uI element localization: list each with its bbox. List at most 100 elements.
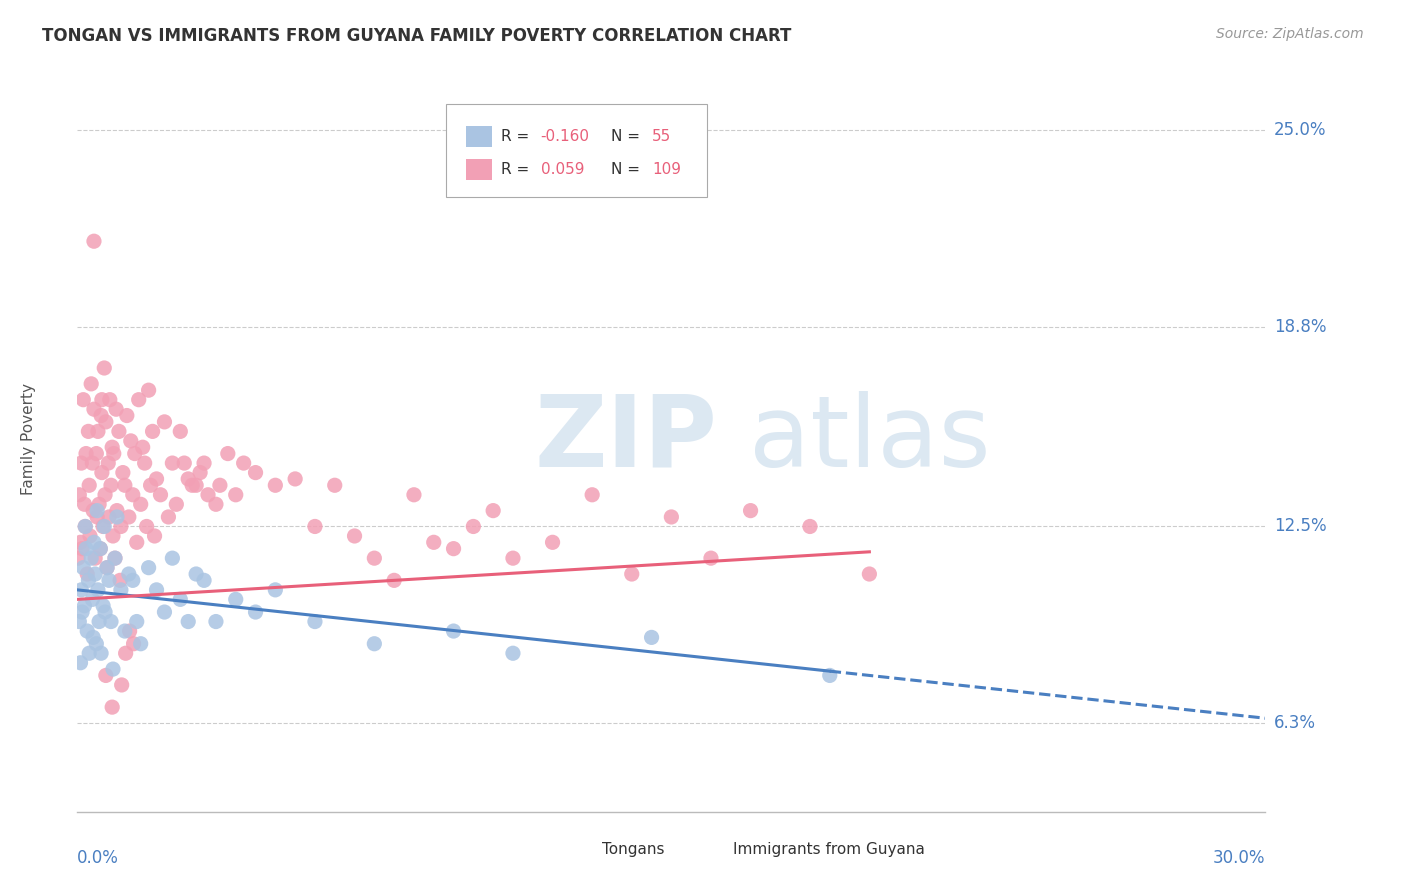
Point xyxy=(118,510,141,524)
Point xyxy=(382,574,405,588)
Point xyxy=(162,456,184,470)
Point xyxy=(245,605,267,619)
Point xyxy=(169,592,191,607)
Point xyxy=(129,637,152,651)
Point xyxy=(858,567,880,582)
Point xyxy=(79,529,101,543)
Point xyxy=(82,456,104,470)
Point xyxy=(93,361,115,376)
Point xyxy=(89,541,111,556)
Point xyxy=(363,551,385,566)
Point xyxy=(188,466,211,480)
Point xyxy=(145,472,167,486)
Point xyxy=(76,624,98,638)
Point xyxy=(581,488,603,502)
Point xyxy=(67,551,90,566)
Point xyxy=(93,519,115,533)
Point xyxy=(67,615,90,629)
Point xyxy=(69,535,91,549)
Point xyxy=(87,582,110,597)
Point xyxy=(122,637,145,651)
Point xyxy=(128,392,150,407)
Point xyxy=(86,510,108,524)
Point xyxy=(90,646,112,660)
Point xyxy=(145,582,167,597)
Point xyxy=(149,488,172,502)
Point xyxy=(80,551,103,566)
Text: TONGAN VS IMMIGRANTS FROM GUYANA FAMILY POVERTY CORRELATION CHART: TONGAN VS IMMIGRANTS FROM GUYANA FAMILY … xyxy=(42,27,792,45)
Point xyxy=(304,519,326,533)
Point xyxy=(114,478,136,492)
Point xyxy=(67,488,90,502)
FancyBboxPatch shape xyxy=(465,126,492,146)
Point xyxy=(193,456,215,470)
Point xyxy=(94,668,117,682)
Point xyxy=(541,535,564,549)
Point xyxy=(98,392,121,407)
Point xyxy=(143,529,166,543)
Point xyxy=(98,574,121,588)
FancyBboxPatch shape xyxy=(702,839,727,860)
Point xyxy=(75,446,97,460)
Point xyxy=(121,488,143,502)
Point xyxy=(142,425,165,439)
Point xyxy=(620,567,643,582)
Point xyxy=(799,519,821,533)
Point xyxy=(94,488,117,502)
Point xyxy=(157,510,180,524)
Point xyxy=(105,503,128,517)
Text: 25.0%: 25.0% xyxy=(1274,121,1326,139)
Point xyxy=(181,478,204,492)
Point xyxy=(76,567,98,582)
Point xyxy=(121,574,143,588)
Point xyxy=(108,574,131,588)
Point xyxy=(72,560,94,574)
Point xyxy=(402,488,425,502)
Point xyxy=(120,434,142,448)
Point xyxy=(86,637,108,651)
Text: N =: N = xyxy=(610,162,644,178)
Text: 55: 55 xyxy=(652,128,672,144)
Point xyxy=(423,535,446,549)
Point xyxy=(73,599,96,613)
Text: ZIP: ZIP xyxy=(534,391,717,488)
Point xyxy=(82,592,104,607)
Point xyxy=(208,478,231,492)
Text: 12.5%: 12.5% xyxy=(1274,517,1326,535)
Text: Immigrants from Guyana: Immigrants from Guyana xyxy=(733,842,925,857)
Point xyxy=(83,234,105,248)
Point xyxy=(443,541,465,556)
Point xyxy=(284,472,307,486)
Point xyxy=(134,456,156,470)
Point xyxy=(232,456,254,470)
Point xyxy=(818,668,841,682)
Point xyxy=(740,503,762,517)
Point xyxy=(700,551,723,566)
Point xyxy=(83,535,105,549)
Point xyxy=(86,503,108,517)
Point xyxy=(84,567,107,582)
Point xyxy=(138,560,160,574)
Point xyxy=(264,478,287,492)
Point xyxy=(75,519,97,533)
Text: 0.059: 0.059 xyxy=(541,162,583,178)
Point xyxy=(100,615,122,629)
Point xyxy=(84,551,107,566)
Point xyxy=(70,582,93,597)
Point xyxy=(153,605,176,619)
Point xyxy=(225,488,247,502)
Text: Tongans: Tongans xyxy=(602,842,665,857)
Point xyxy=(264,582,287,597)
Point xyxy=(125,535,148,549)
Text: 30.0%: 30.0% xyxy=(1213,849,1265,867)
Point xyxy=(118,567,141,582)
Point xyxy=(104,551,127,566)
Point xyxy=(482,503,505,517)
Point xyxy=(91,599,114,613)
FancyBboxPatch shape xyxy=(571,839,596,860)
Point xyxy=(304,615,326,629)
Point xyxy=(177,615,200,629)
Point xyxy=(82,503,104,517)
Point xyxy=(105,510,128,524)
Point xyxy=(77,574,100,588)
